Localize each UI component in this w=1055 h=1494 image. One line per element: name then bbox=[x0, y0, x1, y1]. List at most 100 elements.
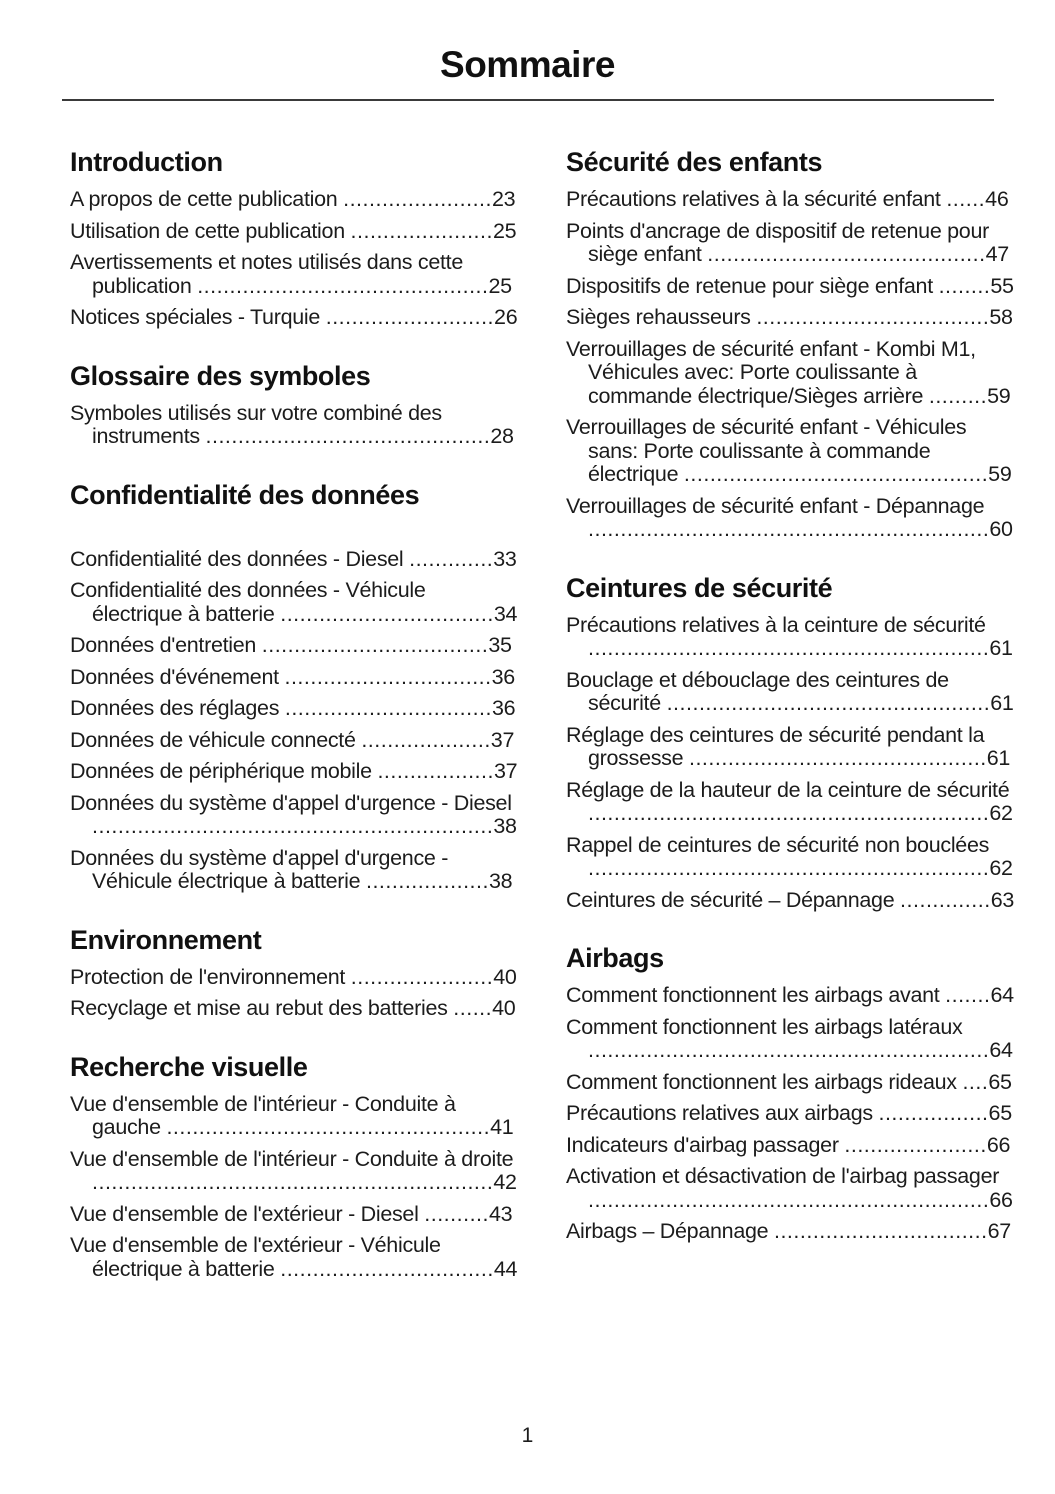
dot-leader: ............. bbox=[409, 546, 494, 571]
toc-entry[interactable]: Activation et désactivation de l'airbag … bbox=[566, 1164, 1014, 1212]
entry-title: Vue d'ensemble de l'intérieur - Conduite… bbox=[70, 1091, 456, 1139]
entry-title: Utilisation de cette publication bbox=[70, 218, 345, 243]
toc-entry[interactable]: Précautions relatives à la ceinture de s… bbox=[566, 612, 1014, 661]
entry-title: Sièges rehausseurs bbox=[566, 305, 751, 329]
entry-page-number: 65 bbox=[988, 1101, 1013, 1125]
entry-page-number: 40 bbox=[493, 964, 517, 989]
dot-leader: ........................................… bbox=[197, 273, 489, 298]
entry-title: Indicateurs d'airbag passager bbox=[566, 1132, 839, 1157]
entry-page-number: 25 bbox=[488, 273, 513, 298]
entry-page-number: 23 bbox=[492, 187, 516, 211]
toc-entry[interactable]: Comment fonctionnent les airbags avant .… bbox=[566, 983, 1014, 1008]
toc-entry[interactable]: Vue d'ensemble de l'extérieur - Diesel .… bbox=[70, 1201, 518, 1227]
dot-leader: ................................... bbox=[261, 633, 489, 657]
toc-entry[interactable]: Ceintures de sécurité – Dépannage ......… bbox=[566, 888, 1014, 913]
manual-toc-page: { "page": { "title": "Sommaire", "footer… bbox=[0, 46, 1055, 1494]
toc-entry[interactable]: Rappel de ceintures de sécurité non bouc… bbox=[566, 832, 1014, 881]
toc-entry[interactable]: Recyclage et mise au rebut des batteries… bbox=[70, 996, 518, 1021]
toc-entry[interactable]: Verrouillages de sécurité enfant - Véhic… bbox=[566, 415, 1014, 487]
toc-entry[interactable]: Réglage de la hauteur de la ceinture de … bbox=[566, 778, 1014, 826]
entry-title: Recyclage et mise au rebut des batteries bbox=[70, 996, 448, 1020]
toc-entry[interactable]: Airbags – Dépannage ....................… bbox=[566, 1219, 1014, 1244]
entry-page-number: 66 bbox=[989, 1187, 1013, 1212]
entry-title: Données de périphérique mobile bbox=[70, 759, 372, 783]
dot-leader: ........................................… bbox=[166, 1115, 491, 1139]
dot-leader: .................. bbox=[377, 759, 494, 783]
toc-entry[interactable]: Données du système d'appel d'urgence - V… bbox=[70, 846, 518, 894]
dot-leader: ........................................… bbox=[588, 801, 990, 825]
entry-page-number: 65 bbox=[988, 1069, 1012, 1094]
toc-section: Confidentialité des données Confidential… bbox=[70, 480, 518, 894]
toc-entry[interactable]: Réglage des ceintures de sécurité pendan… bbox=[566, 723, 1014, 771]
entry-title: Rappel de ceintures de sécurité non bouc… bbox=[566, 832, 990, 857]
toc-entry[interactable]: Utilisation de cette publication .......… bbox=[70, 218, 518, 244]
dot-leader: .................... bbox=[361, 727, 491, 752]
entry-title: Verrouillages de sécurité enfant - Kombi… bbox=[566, 336, 976, 408]
toc-entry[interactable]: Dispositifs de retenue pour siège enfant… bbox=[566, 274, 1014, 299]
toc-entry[interactable]: Points d'ancrage de dispositif de retenu… bbox=[566, 218, 1014, 267]
dot-leader: ................. bbox=[878, 1101, 989, 1125]
toc-entry[interactable]: Vue d'ensemble de l'extérieur - Véhicule… bbox=[70, 1233, 518, 1281]
entry-page-number: 58 bbox=[989, 305, 1013, 329]
toc-entry[interactable]: Données de périphérique mobile .........… bbox=[70, 759, 518, 784]
toc-entry[interactable]: Vue d'ensemble de l'intérieur - Conduite… bbox=[70, 1091, 518, 1140]
toc-entry[interactable]: Sièges rehausseurs .....................… bbox=[566, 305, 1014, 330]
toc-entry[interactable]: Vue d'ensemble de l'intérieur - Conduite… bbox=[70, 1147, 518, 1195]
entry-title: Notices spéciales - Turquie bbox=[70, 305, 321, 329]
toc-entry[interactable]: Données d'entretien ....................… bbox=[70, 633, 518, 658]
section-heading: Confidentialité des données bbox=[70, 479, 420, 510]
dot-leader: ........................................… bbox=[707, 242, 986, 266]
page-title: Sommaire bbox=[440, 44, 615, 85]
entry-page-number: 43 bbox=[488, 1201, 513, 1226]
entry-title: Données d'entretien bbox=[70, 633, 257, 657]
toc-entry[interactable]: Données des réglages ...................… bbox=[70, 696, 518, 721]
toc-entry[interactable]: Confidentialité des données - Diesel ...… bbox=[70, 546, 518, 572]
section-entries: Précautions relatives à la sécurité enfa… bbox=[566, 187, 1014, 542]
entry-page-number: 37 bbox=[490, 727, 515, 752]
dot-leader: ................................. bbox=[280, 1256, 494, 1281]
toc-entry[interactable]: Données du système d'appel d'urgence - D… bbox=[70, 791, 518, 839]
dot-leader: ....................... bbox=[343, 187, 492, 211]
toc-entry[interactable]: Symboles utilisés sur votre combiné des … bbox=[70, 400, 518, 449]
toc-entry[interactable]: Confidentialité des données - Véhicule é… bbox=[70, 578, 518, 626]
toc-entry[interactable]: Avertissements et notes utilisés dans ce… bbox=[70, 250, 518, 298]
dot-leader: ................... bbox=[365, 869, 489, 893]
entry-title: Précautions relatives à la ceinture de s… bbox=[566, 612, 986, 637]
toc-columns: Introduction A propos de cette publicati… bbox=[0, 101, 1055, 1281]
entry-page-number: 62 bbox=[989, 856, 1013, 880]
section-heading: Glossaire des symboles bbox=[70, 360, 371, 391]
dot-leader: ........................................… bbox=[92, 1170, 494, 1194]
toc-entry[interactable]: Précautions relatives aux airbags ......… bbox=[566, 1101, 1014, 1126]
toc-entry[interactable]: Comment fonctionnent les airbags rideaux… bbox=[566, 1069, 1014, 1095]
toc-entry[interactable]: Précautions relatives à la sécurité enfa… bbox=[566, 187, 1014, 212]
dot-leader: ...................... bbox=[350, 218, 493, 243]
toc-entry[interactable]: Protection de l'environnement ..........… bbox=[70, 964, 518, 990]
toc-entry[interactable]: Verrouillages de sécurité enfant - Dépan… bbox=[566, 494, 1014, 542]
toc-entry[interactable]: Données d'événement ....................… bbox=[70, 665, 518, 690]
section-entries: Précautions relatives à la ceinture de s… bbox=[566, 612, 1014, 913]
section-heading: Sécurité des enfants bbox=[566, 147, 823, 177]
entry-title: Comment fonctionnent les airbags rideaux bbox=[566, 1069, 957, 1094]
entry-page-number: 59 bbox=[988, 462, 1012, 486]
toc-entry[interactable]: Verrouillages de sécurité enfant - Kombi… bbox=[566, 336, 1014, 409]
entry-page-number: 61 bbox=[989, 636, 1013, 660]
dot-leader: ....... bbox=[945, 983, 991, 1007]
entry-title: Vue d'ensemble de l'extérieur - Diesel bbox=[70, 1201, 419, 1226]
entry-title: Symboles utilisés sur votre combiné des … bbox=[70, 400, 442, 448]
dot-leader: ........................................… bbox=[205, 424, 491, 448]
entry-page-number: 34 bbox=[493, 601, 518, 626]
toc-entry[interactable]: Données de véhicule connecté ...........… bbox=[70, 727, 518, 753]
entry-title: Confidentialité des données - Diesel bbox=[70, 546, 404, 571]
entry-title: Verrouillages de sécurité enfant - Véhic… bbox=[566, 415, 967, 486]
section-heading: Recherche visuelle bbox=[70, 1051, 308, 1082]
entry-title: Points d'ancrage de dispositif de retenu… bbox=[566, 218, 989, 266]
toc-entry[interactable]: Notices spéciales - Turquie ............… bbox=[70, 305, 518, 330]
toc-entry[interactable]: Bouclage et débouclage des ceintures de … bbox=[566, 668, 1014, 716]
toc-entry[interactable]: Comment fonctionnent les airbags latérau… bbox=[566, 1015, 1014, 1063]
toc-entry[interactable]: Indicateurs d'airbag passager ..........… bbox=[566, 1132, 1014, 1158]
toc-entry[interactable]: A propos de cette publication ..........… bbox=[70, 187, 518, 212]
section-entries: Confidentialité des données - Diesel ...… bbox=[70, 521, 518, 894]
dot-leader: ........................................… bbox=[588, 1187, 990, 1212]
entry-page-number: 26 bbox=[494, 305, 518, 329]
entry-title: Confidentialité des données - Véhicule é… bbox=[70, 578, 426, 626]
